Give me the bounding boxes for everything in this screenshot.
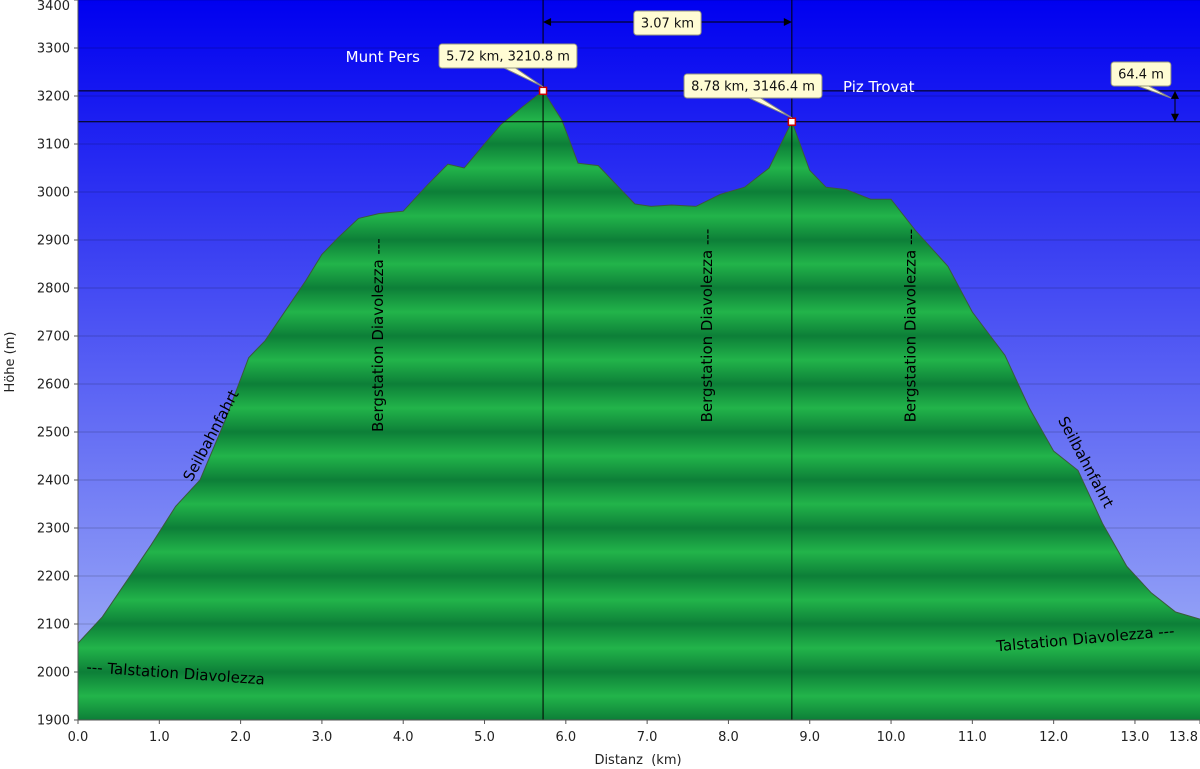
x-tick-label: 13.0 [1120,730,1149,745]
y-axis-title: Höhe (m) [3,332,18,393]
annotation-label: Bergstation Diavolezza --- [698,229,716,423]
x-tick-label: 8.0 [718,730,739,745]
x-tick-label: 7.0 [637,730,658,745]
elevation-area [78,90,1200,720]
peak-name-munt-pers: Munt Pers [346,48,421,66]
y-tick-label: 2200 [37,570,70,585]
peak-name-piz-trovat: Piz Trovat [843,78,915,96]
y-tick-label: 2400 [37,474,70,489]
x-tick-label: 5.0 [474,730,495,745]
y-tick-label: 2800 [37,282,70,297]
y-tick-label: 2300 [37,522,70,537]
y-tick-label: 2600 [37,378,70,393]
callout-distance-text: 3.07 km [641,17,694,32]
callout-distance [633,10,702,36]
y-tick-label: 1900 [37,714,70,729]
callout-piz-trovat-text: 8.78 km, 3146.4 m [691,80,815,95]
x-tick-label: 13.8 [1169,730,1198,745]
height-diff-arrow-head-bottom [1171,113,1179,122]
y-tick-label: 3000 [37,186,70,201]
x-tick-label: 1.0 [149,730,170,745]
callout-height-diff [1110,61,1172,99]
callouts: 5.72 km, 3210.8 m 8.78 km, 3146.4 m 3.07 k… [346,10,1172,119]
elevation-line [78,90,1200,644]
annotation-label: Bergstation Diavolezza --- [369,238,387,432]
x-tick-label: 2.0 [230,730,251,745]
x-tick-label: 0.0 [68,730,89,745]
y-tick-label: 3300 [37,42,70,57]
callout-munt-pers [438,43,578,88]
x-tick-label: 11.0 [958,730,987,745]
callout-height-diff-text: 64.4 m [1118,68,1164,83]
height-diff-arrow-head-top [1171,90,1179,99]
x-tick-label: 12.0 [1039,730,1068,745]
y-tick-label: 2100 [37,618,70,633]
marker-guides [78,0,1200,720]
x-tick-label: 3.0 [312,730,333,745]
terrain-area [78,90,1200,720]
peak-marker [538,86,548,96]
y-tick-label: 2500 [37,426,70,441]
x-tick-label: 9.0 [799,730,820,745]
y-tick-label: 2000 [37,666,70,681]
x-axis-ticks: 0.0 1.0 2.0 3.0 4.0 5.0 6.0 7.0 8.0 9.0 10.0 11.0 12… [68,720,1200,745]
y-tick-label: 3200 [37,90,70,105]
distance-arrow-head-right [783,18,792,26]
y-tick-label: 2900 [37,234,70,249]
y-tick-label: 3100 [37,138,70,153]
y-tick-label: 3400 [37,0,70,14]
distance-arrow-head-left [543,18,552,26]
callout-piz-trovat [683,73,823,119]
x-axis-title: Distanz (km) [594,753,681,768]
x-tick-label: 4.0 [393,730,414,745]
x-tick-label: 6.0 [555,730,576,745]
annotation-label: Bergstation Diavolezza --- [901,229,919,423]
y-tick-label: 2700 [37,330,70,345]
callout-munt-pers-text: 5.72 km, 3210.8 m [446,50,570,65]
peak-marker [787,117,797,126]
y-axis-ticks: 1900 2000 2100 2200 2300 2400 2500 2600 2700 2800… [37,0,78,729]
x-tick-label: 10.0 [877,730,906,745]
